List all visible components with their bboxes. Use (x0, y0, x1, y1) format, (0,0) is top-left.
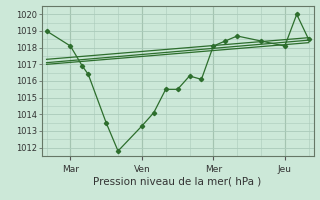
X-axis label: Pression niveau de la mer( hPa ): Pression niveau de la mer( hPa ) (93, 177, 262, 187)
